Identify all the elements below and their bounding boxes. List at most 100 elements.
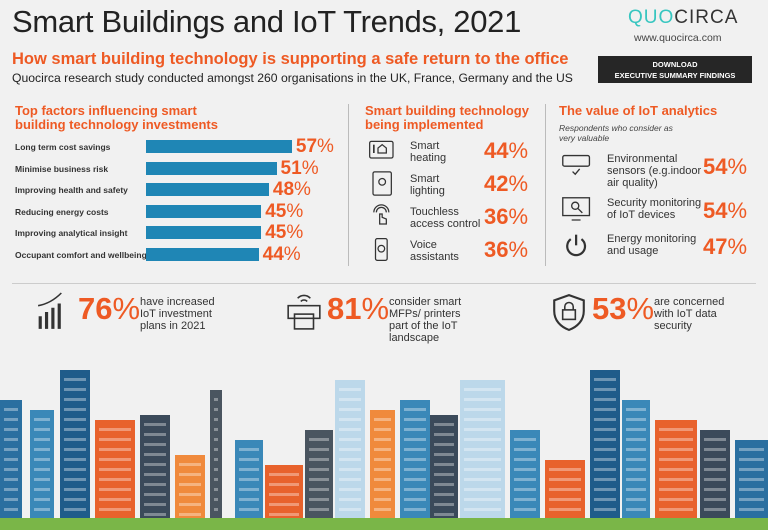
window-row bbox=[434, 483, 454, 486]
window-row bbox=[144, 493, 166, 496]
bar-value-label: 48% bbox=[273, 179, 311, 201]
percent: % bbox=[112, 291, 141, 326]
value: 45 bbox=[265, 222, 287, 243]
website-link[interactable]: www.quocirca.com bbox=[634, 32, 722, 44]
percent: % bbox=[508, 237, 529, 262]
window-row bbox=[374, 498, 391, 501]
analytics-note: Respondents who consider as very valuabl… bbox=[559, 123, 673, 143]
window-row bbox=[339, 458, 361, 461]
percent-value: 76% bbox=[78, 291, 140, 327]
window-row bbox=[464, 468, 501, 471]
window-row bbox=[464, 478, 501, 481]
window-row bbox=[404, 408, 426, 411]
window-row bbox=[34, 458, 50, 461]
window-row bbox=[309, 438, 329, 441]
building bbox=[655, 420, 697, 520]
window-row bbox=[549, 498, 581, 501]
window-row bbox=[339, 438, 361, 441]
window-row bbox=[739, 488, 764, 491]
window-row bbox=[659, 478, 693, 481]
window-row bbox=[239, 498, 259, 501]
download-sublabel: EXECUTIVE SUMMARY FINDINGS bbox=[614, 71, 736, 80]
bar-value-label: 44% bbox=[263, 244, 301, 266]
window-row bbox=[374, 488, 391, 491]
window-row bbox=[339, 428, 361, 431]
window-row bbox=[144, 513, 166, 516]
window-row bbox=[739, 498, 764, 501]
window-row bbox=[339, 388, 361, 391]
window-row bbox=[4, 408, 18, 411]
percent: % bbox=[727, 234, 748, 259]
window-row bbox=[594, 508, 616, 511]
value: 54 bbox=[703, 198, 728, 223]
window-row bbox=[4, 488, 18, 491]
window-row bbox=[239, 468, 259, 471]
window-row bbox=[339, 468, 361, 471]
window-row bbox=[514, 498, 536, 501]
window-row bbox=[704, 508, 726, 511]
quocirca-logo[interactable]: QUOCIRCA bbox=[628, 7, 738, 29]
window-row bbox=[659, 448, 693, 451]
window-row bbox=[704, 488, 726, 491]
download-label: DOWNLOAD bbox=[652, 60, 698, 69]
window-row bbox=[464, 428, 501, 431]
window-row bbox=[514, 438, 536, 441]
window-row bbox=[4, 458, 18, 461]
bar-value-label: 57% bbox=[296, 136, 334, 158]
window-row bbox=[99, 498, 131, 501]
window-row bbox=[594, 478, 616, 481]
shield-lock-icon bbox=[550, 292, 588, 332]
window-row bbox=[594, 498, 616, 501]
window-row bbox=[144, 423, 166, 426]
percent: % bbox=[727, 154, 748, 179]
window-row bbox=[374, 468, 391, 471]
window-row bbox=[594, 388, 616, 391]
window-row bbox=[464, 398, 501, 401]
building bbox=[95, 420, 135, 520]
window-row bbox=[404, 448, 426, 451]
window-row bbox=[594, 418, 616, 421]
building bbox=[265, 465, 303, 520]
window-row bbox=[594, 468, 616, 471]
stat-text: consider smart MFPs/ printers part of th… bbox=[389, 296, 462, 344]
window-row bbox=[214, 508, 218, 511]
window-row bbox=[339, 408, 361, 411]
window-row bbox=[626, 418, 646, 421]
window-row bbox=[594, 408, 616, 411]
label-line: Smart bbox=[410, 173, 440, 185]
wifi-printer-icon bbox=[285, 292, 323, 332]
growth-chart-icon bbox=[36, 292, 74, 332]
implemented-item-label: Smart heating bbox=[410, 140, 446, 164]
window-row bbox=[339, 508, 361, 511]
percent-value: 36% bbox=[484, 204, 528, 230]
window-row bbox=[144, 503, 166, 506]
window-row bbox=[214, 488, 218, 491]
window-row bbox=[659, 428, 693, 431]
building bbox=[305, 430, 333, 520]
window-row bbox=[594, 398, 616, 401]
building bbox=[622, 400, 650, 520]
label-line: Voice bbox=[410, 239, 437, 251]
label-line: heating bbox=[410, 152, 447, 164]
window-row bbox=[514, 458, 536, 461]
window-row bbox=[434, 493, 454, 496]
value: 44 bbox=[262, 243, 284, 265]
building bbox=[460, 380, 505, 520]
building bbox=[140, 415, 170, 520]
window-row bbox=[239, 458, 259, 461]
window-row bbox=[214, 478, 218, 481]
divider bbox=[348, 104, 349, 266]
window-row bbox=[626, 478, 646, 481]
window-row bbox=[374, 458, 391, 461]
bar-label: Improving analytical insight bbox=[15, 228, 128, 238]
download-button[interactable]: DOWNLOAD EXECUTIVE SUMMARY FINDINGS bbox=[598, 56, 752, 83]
window-row bbox=[374, 508, 391, 511]
window-row bbox=[64, 478, 86, 481]
window-row bbox=[659, 508, 693, 511]
window-row bbox=[464, 498, 501, 501]
window-row bbox=[64, 468, 86, 471]
bar bbox=[146, 247, 259, 261]
window-row bbox=[434, 433, 454, 436]
window-row bbox=[339, 418, 361, 421]
window-row bbox=[549, 468, 581, 471]
